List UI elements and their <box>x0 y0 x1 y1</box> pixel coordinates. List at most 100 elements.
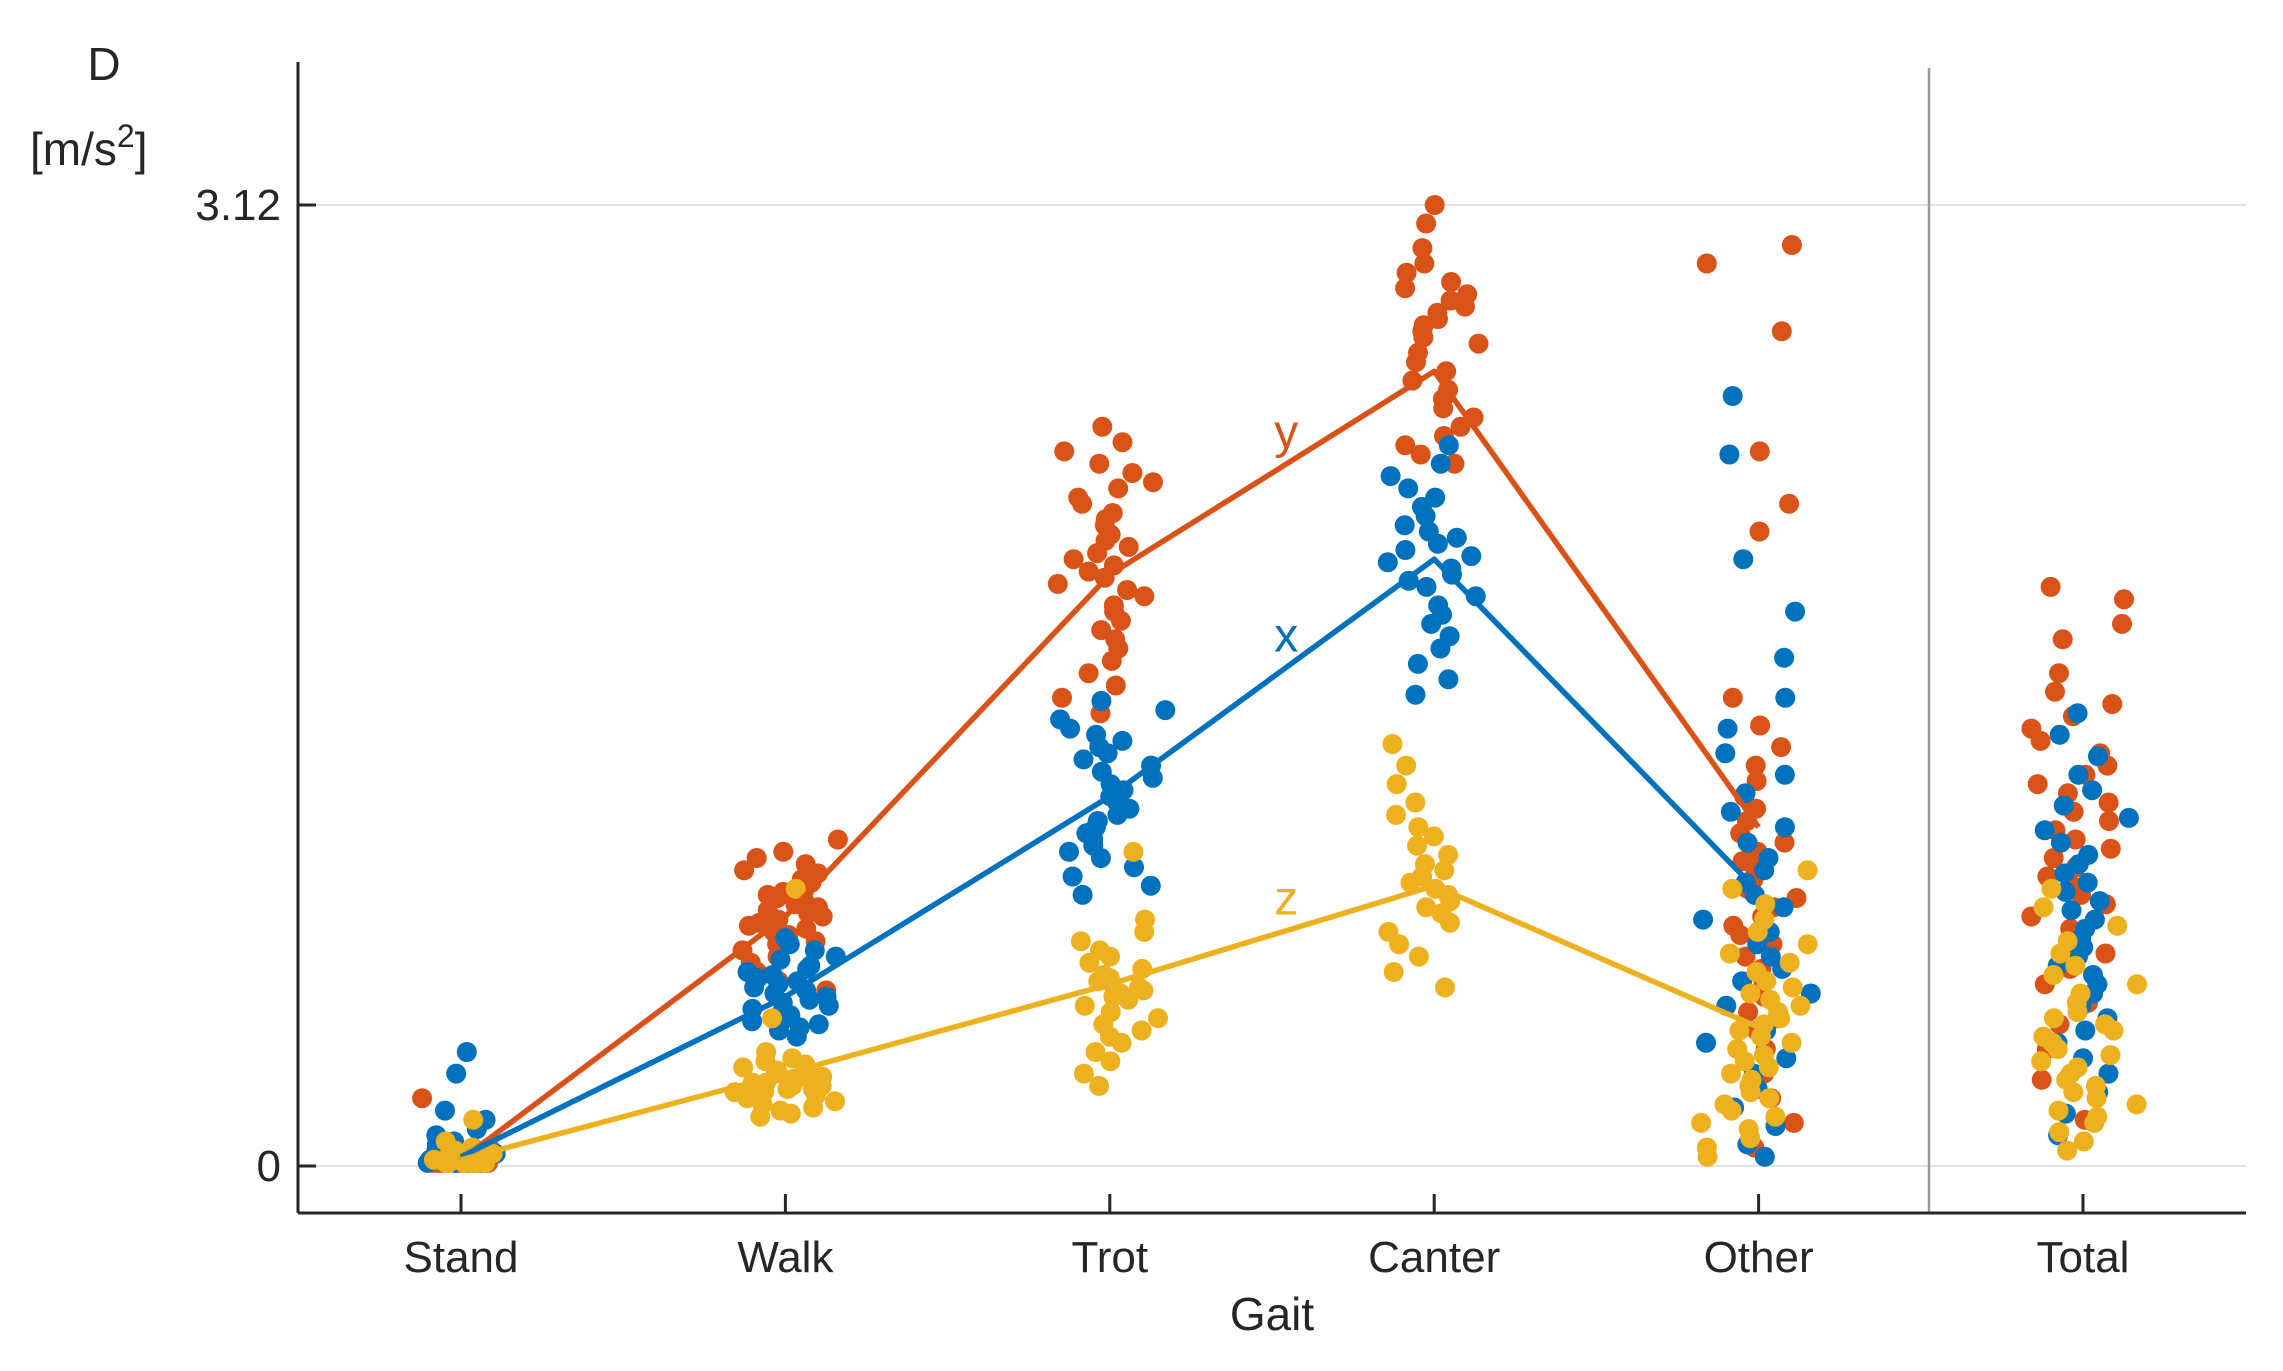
data-point-x <box>1465 586 1486 607</box>
data-point-y <box>1105 675 1126 696</box>
data-point-x <box>1775 687 1796 708</box>
data-point-y <box>1118 536 1139 557</box>
unit-superscript: 2 <box>117 118 135 154</box>
data-point-x <box>435 1100 455 1121</box>
data-point-x <box>1124 857 1144 878</box>
data-point-y <box>1745 755 1766 776</box>
data-point-z <box>777 1079 798 1099</box>
data-point-z <box>1079 952 1100 973</box>
data-point-x <box>2067 703 2088 724</box>
data-point-z <box>2031 1051 2052 1072</box>
data-point-x <box>1696 1032 1716 1053</box>
data-point-x <box>1405 684 1426 705</box>
data-point-y <box>1450 416 1471 437</box>
data-point-z <box>1756 971 1777 992</box>
data-point-y <box>1749 521 1770 542</box>
category-labels: Stand Walk Trot Canter Other Total <box>404 1233 2130 1282</box>
data-point-x <box>1073 749 1094 770</box>
ytick-label-max: 3.12 <box>195 181 281 230</box>
data-point-y <box>1413 327 1434 348</box>
category-label-other: Other <box>1704 1233 1814 1282</box>
data-point-y <box>1783 1112 1804 1133</box>
data-point-y <box>1101 650 1122 671</box>
data-point-x <box>1754 860 1775 881</box>
data-point-z <box>1408 946 1429 967</box>
data-point-z <box>2067 1002 2088 1022</box>
data-point-x <box>818 995 839 1016</box>
series-label-z: z <box>1274 873 1298 926</box>
data-point-x <box>2050 832 2071 853</box>
unit-suffix: ] <box>135 123 148 175</box>
data-point-z <box>1100 1051 1121 1072</box>
data-point-y <box>1072 493 1093 514</box>
data-point-x <box>1395 540 1416 560</box>
data-point-z <box>1396 755 1417 776</box>
data-point-z <box>1755 894 1776 915</box>
data-point-x <box>1461 546 1482 567</box>
data-point-z <box>803 1097 824 1118</box>
data-point-y <box>1092 416 1113 437</box>
data-point-x <box>2088 746 2108 767</box>
data-point-y <box>2045 681 2065 702</box>
data-point-y <box>1117 580 1138 600</box>
data-point-y <box>1143 472 1163 493</box>
data-point-x <box>1407 653 1428 674</box>
data-point-y <box>1412 238 1433 259</box>
data-point-x <box>2053 795 2074 816</box>
data-point-x <box>1430 453 1451 474</box>
category-label-total: Total <box>2037 1233 2130 1282</box>
data-point-z <box>436 1152 456 1173</box>
data-point-z <box>1423 826 1444 847</box>
data-point-x <box>2089 891 2110 912</box>
data-point-z <box>1722 878 1743 899</box>
y-axis-title-unit: [m/s2] <box>30 118 147 175</box>
data-point-z <box>2047 1039 2068 1059</box>
data-point-x <box>779 934 800 955</box>
data-point-y <box>2112 613 2132 634</box>
data-point-y <box>1112 432 1133 453</box>
data-point-z <box>1085 1042 1106 1062</box>
data-point-z <box>2063 1082 2084 1103</box>
data-point-y <box>412 1088 433 1109</box>
data-point-x <box>1060 718 1081 739</box>
data-point-y <box>734 860 755 881</box>
data-point-x <box>2061 900 2082 921</box>
data-point-x <box>1776 1048 1797 1069</box>
data-point-x <box>1142 767 1163 788</box>
data-point-z <box>1100 946 1120 967</box>
data-point-z <box>1131 1020 1152 1041</box>
data-point-z <box>2126 1094 2147 1115</box>
data-point-z <box>1740 1128 1761 1149</box>
data-point-z <box>1740 1082 1761 1103</box>
data-point-z <box>1111 1032 1132 1053</box>
axis-ticks <box>298 203 2085 1213</box>
series-labels: y x z <box>1274 406 1298 926</box>
data-point-z <box>2086 1088 2107 1109</box>
data-point-z <box>1782 977 1803 998</box>
data-point-x <box>1773 897 1794 918</box>
data-point-y <box>1424 195 1445 215</box>
data-point-z <box>1721 1100 1742 1121</box>
data-point-z <box>1074 995 1095 1016</box>
data-point-y <box>812 906 833 927</box>
data-point-x <box>1097 743 1118 764</box>
data-point-y <box>1433 398 1454 419</box>
data-point-x <box>1785 601 1806 622</box>
data-point-x <box>1754 1146 1775 1167</box>
mean-line-z <box>460 882 1760 1163</box>
data-point-x <box>1719 444 1740 465</box>
data-point-z <box>2057 1140 2078 1161</box>
data-point-x <box>744 977 765 998</box>
data-point-x <box>799 989 820 1010</box>
data-point-z <box>762 1008 782 1029</box>
scatter-points <box>412 195 2147 1173</box>
data-point-x <box>2082 780 2103 801</box>
data-point-x <box>1394 515 1415 536</box>
data-point-y <box>1134 586 1155 607</box>
data-point-y <box>1395 278 1416 299</box>
mean-line-x <box>459 556 1761 1160</box>
data-point-y <box>1696 253 1717 274</box>
data-point-y <box>1406 352 1426 373</box>
data-point-z <box>780 1103 801 1124</box>
